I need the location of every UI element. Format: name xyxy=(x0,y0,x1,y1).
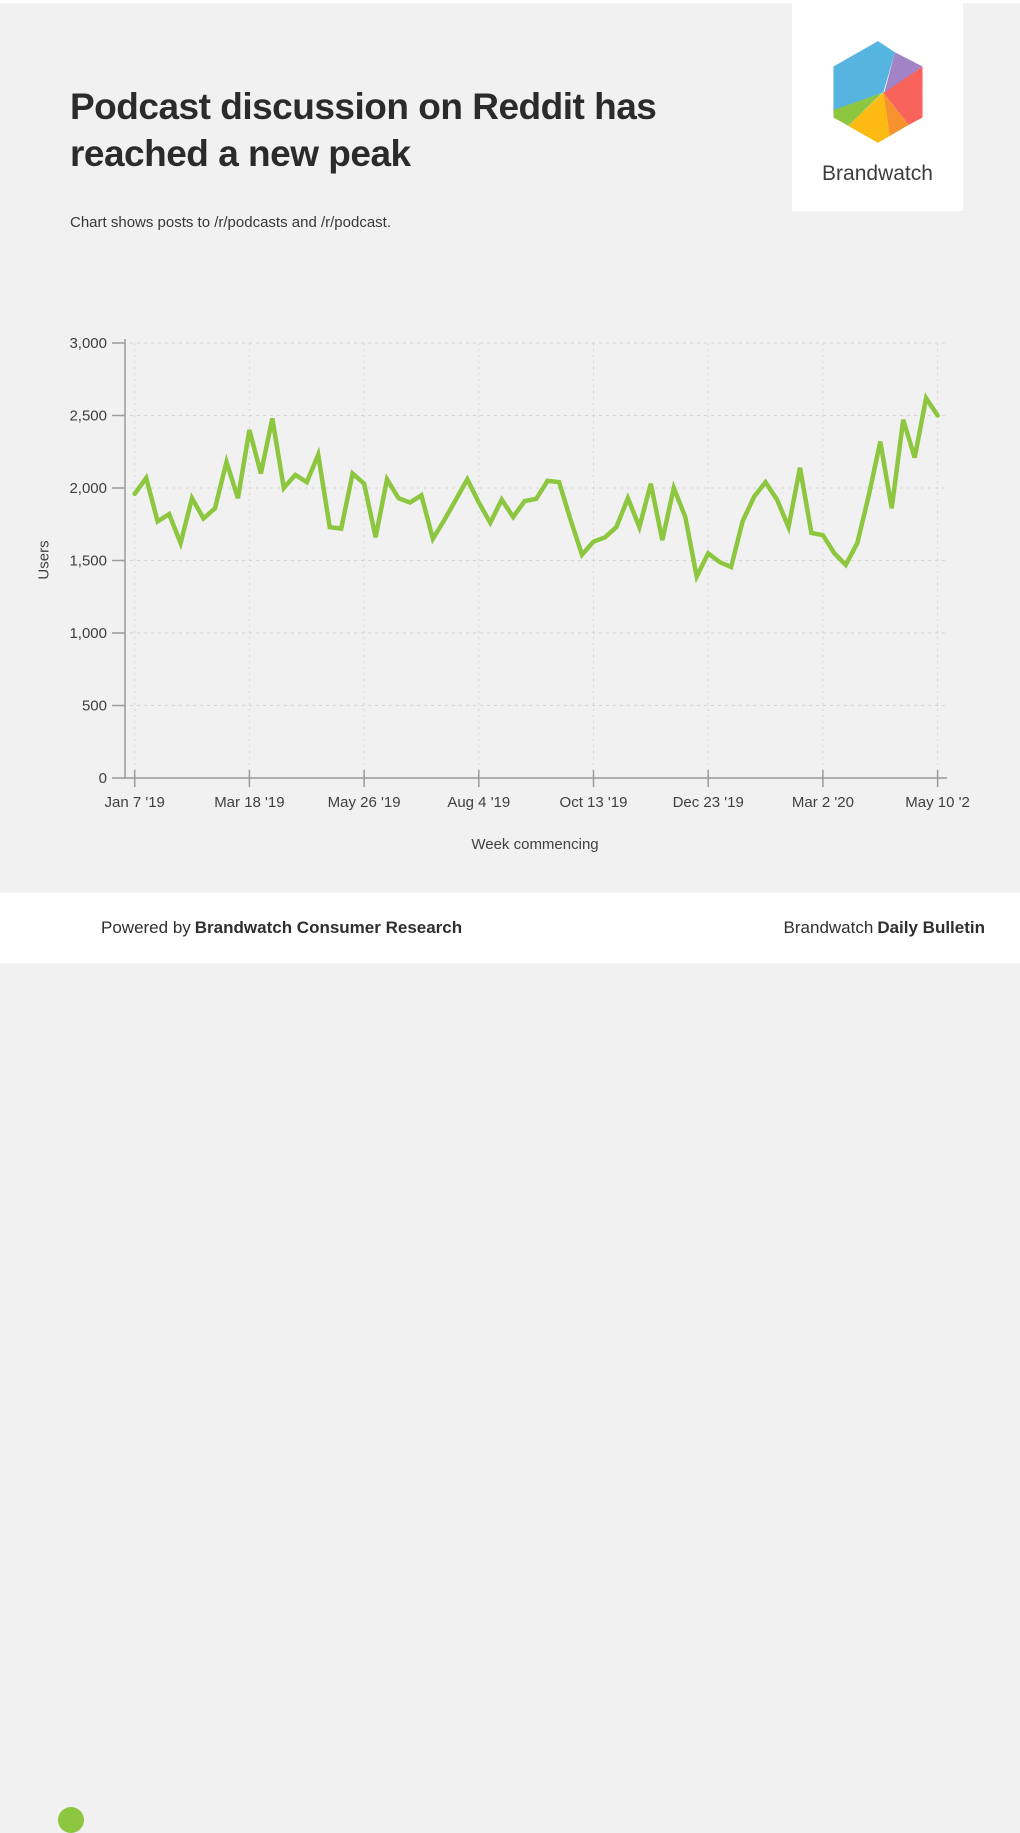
x-tick-label: Aug 4 '19 xyxy=(447,794,510,811)
x-tick-label: Mar 2 '20 xyxy=(792,794,854,811)
reddit-podcasts-line-chart: 0 500 1,000 1,500 2,000 2,500 3,000 Jan 7 '19 Ma… xyxy=(69,335,970,811)
powered-by-text: Powered by Brandwatch Consumer Research xyxy=(101,893,462,963)
users-series-line xyxy=(132,392,940,584)
y-tick-label: 2,000 xyxy=(69,480,107,497)
brandwatch-wordmark: Brandwatch xyxy=(822,162,933,185)
y-tick-label: 2,500 xyxy=(69,408,107,425)
powered-by-brand: Brandwatch Consumer Research xyxy=(194,918,463,937)
x-tick-label: Oct 13 '19 xyxy=(560,794,628,811)
y-tick-label: 500 xyxy=(82,698,107,715)
x-tick-label: Dec 23 '19 xyxy=(673,794,744,811)
footer-bar: Powered by Brandwatch Consumer Research B… xyxy=(0,893,1020,1833)
y-tick-label: 1,000 xyxy=(69,625,107,642)
x-tick-label: Jan 7 '19 xyxy=(104,794,164,811)
brandwatch-logo-card: Brandwatch xyxy=(792,0,963,211)
x-tick-label: Mar 18 '19 xyxy=(214,794,284,811)
y-axis-title: Users xyxy=(35,540,53,580)
footer-bulletin: Daily Bulletin xyxy=(877,918,985,937)
daily-bulletin-text: Brandwatch Daily Bulletin xyxy=(784,893,985,963)
y-tick-label: 3,000 xyxy=(69,335,107,352)
top-white-strip xyxy=(0,0,1020,3)
footer-brand: Brandwatch xyxy=(783,918,874,937)
page-subtitle: Chart shows posts to /r/podcasts and /r/… xyxy=(70,214,391,231)
x-tick-label: May 26 '19 xyxy=(328,794,401,811)
y-tick-label: 1,500 xyxy=(69,553,107,570)
green-dot-icon xyxy=(58,1807,84,1833)
brandwatch-hexagon-icon xyxy=(832,41,923,143)
x-axis-title: Week commencing xyxy=(471,836,599,853)
powered-by-prefix: Powered by xyxy=(101,918,191,937)
y-tick-label: 0 xyxy=(99,770,107,787)
page-title: Podcast discussion on Reddit has reached… xyxy=(70,86,657,174)
x-tick-label: May 10 '2 xyxy=(905,794,970,811)
